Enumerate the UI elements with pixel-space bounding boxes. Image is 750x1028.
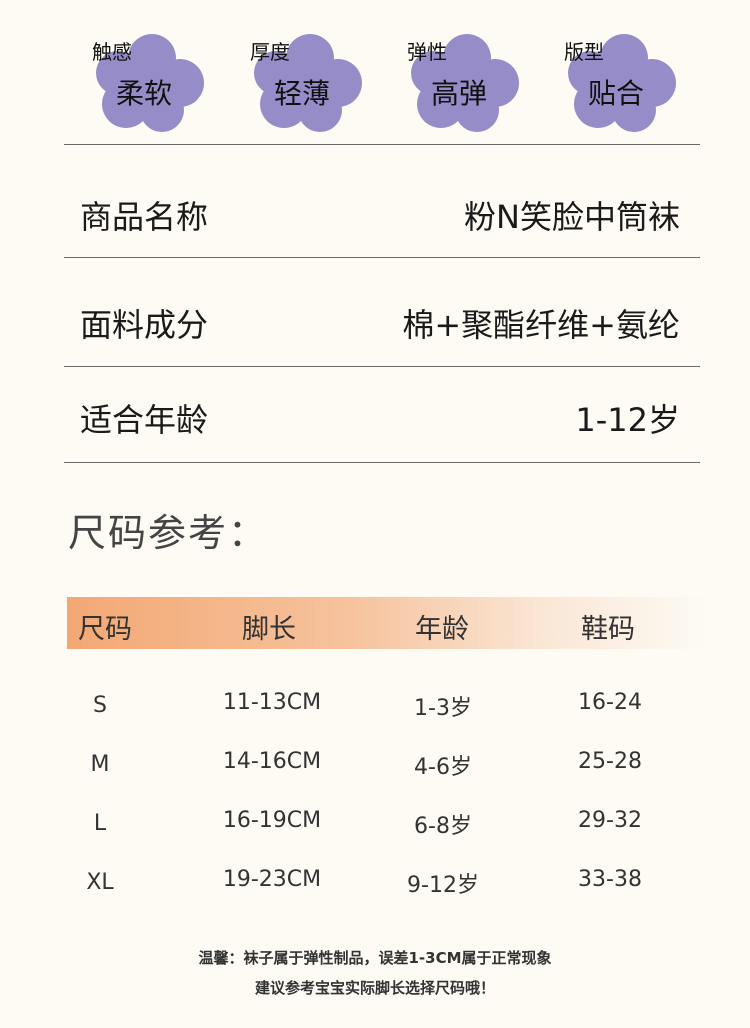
feature-label: 版型 bbox=[564, 40, 604, 64]
table-cell: 33-38 bbox=[578, 867, 642, 892]
feature-value: 贴合 bbox=[588, 77, 645, 110]
table-cell: 9-12岁 bbox=[407, 873, 479, 898]
spec-value: 粉N笑脸中筒袜 bbox=[464, 198, 680, 236]
spec-value: 1-12岁 bbox=[575, 401, 680, 439]
spec-row-material: 面料成分 棉+聚酯纤维+氨纶 bbox=[80, 300, 680, 346]
table-cell: 19-23CM bbox=[222, 867, 322, 892]
header-size: 尺码 bbox=[78, 614, 132, 645]
table-cell: 6-8岁 bbox=[414, 814, 472, 839]
feature-value: 柔软 bbox=[116, 77, 173, 110]
spec-label: 商品名称 bbox=[80, 198, 209, 236]
divider bbox=[64, 462, 700, 463]
divider bbox=[64, 257, 700, 258]
feature-badge: 版型 贴合 bbox=[562, 28, 682, 138]
spec-label: 面料成分 bbox=[80, 306, 209, 344]
spec-label: 适合年龄 bbox=[80, 401, 209, 439]
flower-blob-icon bbox=[254, 34, 362, 132]
size-table-header bbox=[67, 597, 707, 649]
table-cell: 14-16CM bbox=[222, 749, 322, 774]
feature-label: 弹性 bbox=[407, 40, 447, 64]
table-cell: L bbox=[93, 811, 107, 836]
table-cell: 25-28 bbox=[578, 749, 642, 774]
table-cell: 16-19CM bbox=[222, 808, 322, 833]
table-cell: 4-6岁 bbox=[414, 755, 472, 780]
note-line-2: 建议参考宝宝实际脚长选择尺码哦！ bbox=[254, 979, 495, 997]
table-cell: XL bbox=[86, 870, 114, 895]
table-cell: S bbox=[93, 693, 107, 718]
note-line-1: 温馨：袜子属于弹性制品，误差1-3CM属于正常现象 bbox=[198, 949, 552, 967]
header-age: 年龄 bbox=[415, 614, 469, 645]
table-cell: 11-13CM bbox=[222, 690, 322, 715]
flower-blob-icon bbox=[96, 34, 204, 132]
size-title: 尺码参考： bbox=[68, 511, 269, 555]
feature-value: 高弹 bbox=[431, 77, 488, 110]
spec-row-name: 商品名称 粉N笑脸中筒袜 bbox=[80, 192, 680, 238]
feature-label: 厚度 bbox=[250, 40, 290, 64]
flower-blob-icon bbox=[568, 34, 676, 132]
table-cell: 16-24 bbox=[578, 690, 642, 715]
flower-blob-icon bbox=[411, 34, 519, 132]
feature-badge: 弹性 高弹 bbox=[405, 28, 525, 138]
table-cell: M bbox=[90, 752, 110, 777]
table-cell: 29-32 bbox=[578, 808, 642, 833]
table-cell: 1-3岁 bbox=[414, 696, 472, 721]
divider bbox=[64, 366, 700, 367]
feature-label: 触感 bbox=[92, 40, 132, 64]
divider bbox=[64, 144, 700, 145]
feature-badge: 触感 柔软 bbox=[90, 28, 210, 138]
spec-value: 棉+聚酯纤维+氨纶 bbox=[402, 306, 680, 344]
feature-badge: 厚度 轻薄 bbox=[248, 28, 368, 138]
spec-row-age: 适合年龄 1-12岁 bbox=[80, 395, 680, 441]
header-shoe-size: 鞋码 bbox=[581, 614, 635, 645]
feature-value: 轻薄 bbox=[274, 77, 331, 110]
header-foot-length: 脚长 bbox=[242, 614, 296, 645]
